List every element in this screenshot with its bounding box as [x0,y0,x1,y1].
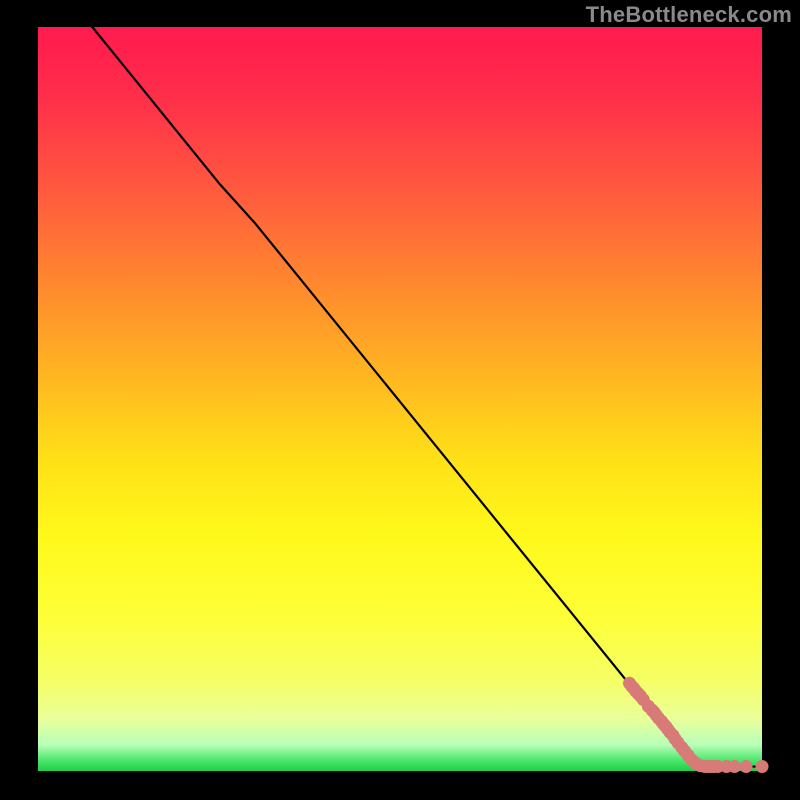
data-marker [728,760,741,773]
plot-background [38,27,762,771]
data-marker [740,760,753,773]
data-marker [756,760,769,773]
chart-canvas [0,0,800,800]
watermark-text: TheBottleneck.com [586,2,792,28]
